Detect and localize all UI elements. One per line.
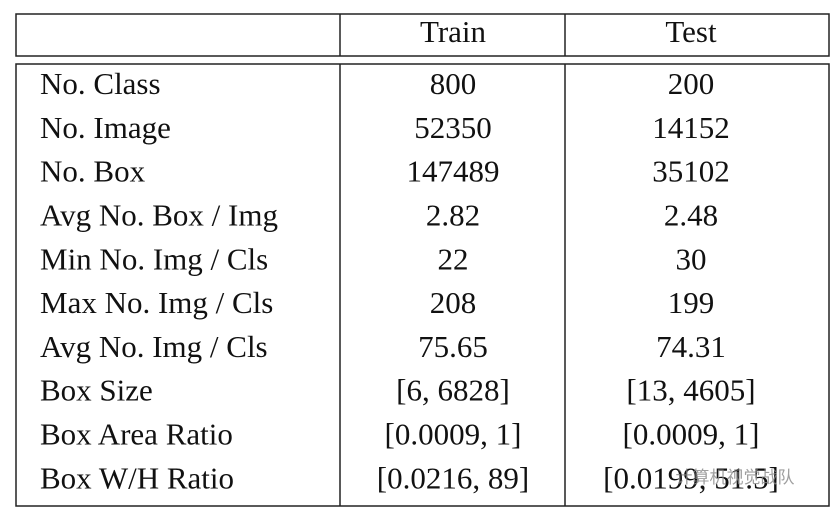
body-box [15,63,830,507]
cell: 199 [668,285,715,320]
row-label: Box Size [40,373,153,408]
cell: 2.82 [426,198,480,233]
header-box [15,13,830,57]
cell: [6, 6828] [396,373,510,408]
row-label: Avg No. Box / Img [40,198,278,233]
cell: [0.0009, 1] [623,417,760,452]
row-label: Box W/H Ratio [40,460,234,495]
row-label: No. Image [40,110,171,145]
cell: 52350 [414,110,492,145]
cell: 800 [430,66,477,101]
cell: 35102 [652,154,730,189]
column-header: Test [665,14,717,49]
row-label: Min No. Img / Cls [40,241,268,276]
cell: 74.31 [656,329,726,364]
cell: 75.65 [418,329,488,364]
cell: [0.0009, 1] [385,417,522,452]
cell: 2.48 [664,198,718,233]
cell: 147489 [407,154,500,189]
cell: 14152 [652,110,730,145]
row-label: Box Area Ratio [40,417,233,452]
watermark: 计算机视觉战队 [676,468,795,488]
column-header: Train [420,14,487,49]
cell: 30 [676,241,707,276]
row-label: No. Box [40,154,146,189]
cell: [0.0199, 51.5] [603,460,779,495]
cell: 208 [430,285,477,320]
row-label: No. Class [40,66,161,101]
cell: 200 [668,66,715,101]
cell: [0.0216, 89] [377,460,529,495]
cell: [13, 4605] [626,373,755,408]
row-label: Max No. Img / Cls [40,285,273,320]
cell: 22 [438,241,469,276]
row-label: Avg No. Img / Cls [40,329,268,364]
